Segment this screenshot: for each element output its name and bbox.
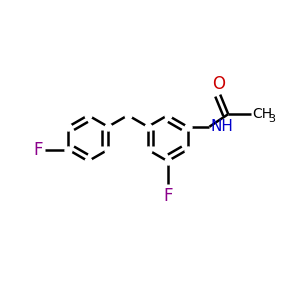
Text: 3: 3	[268, 114, 275, 124]
Text: NH: NH	[211, 118, 233, 134]
Text: O: O	[212, 75, 225, 93]
Text: F: F	[163, 187, 172, 205]
Text: CH: CH	[252, 106, 272, 121]
Text: F: F	[33, 141, 43, 159]
